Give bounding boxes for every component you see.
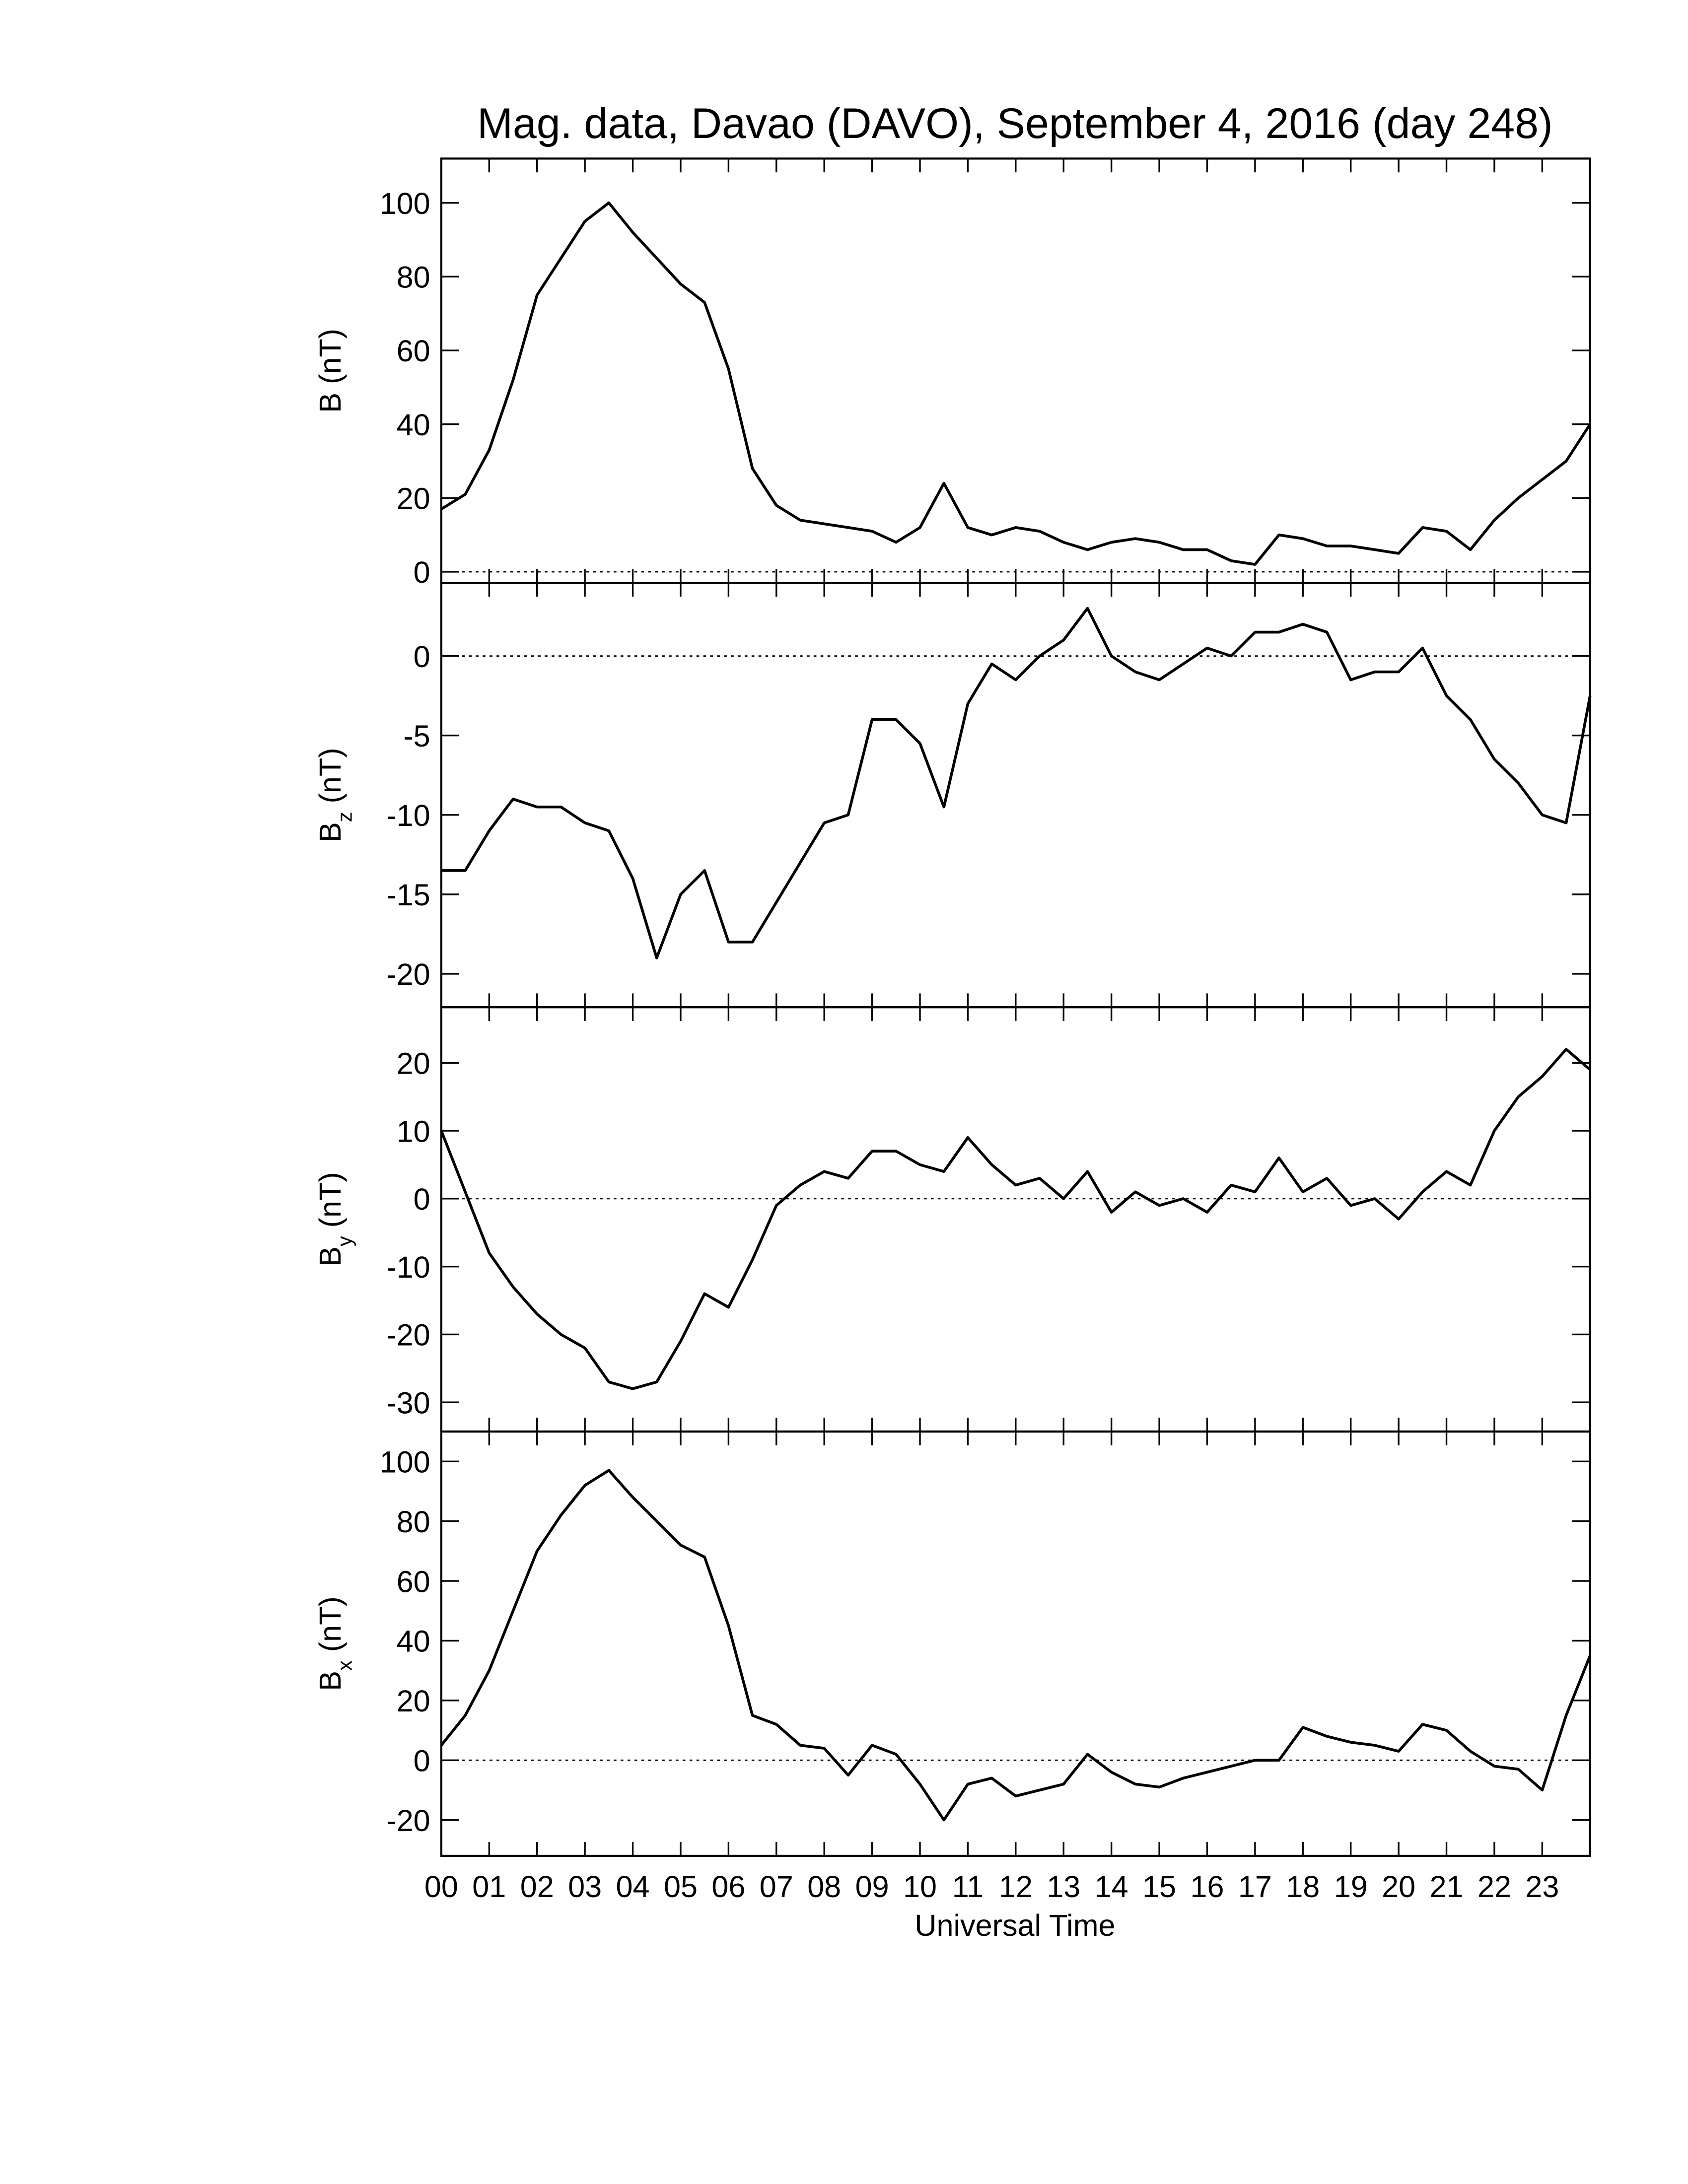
x-tick-label: 14 bbox=[1095, 1870, 1128, 1904]
x-tick-label: 21 bbox=[1430, 1870, 1464, 1904]
x-tick-label: 22 bbox=[1477, 1870, 1511, 1904]
y-tick-label: 80 bbox=[397, 1505, 430, 1539]
x-tick-label: 05 bbox=[664, 1870, 698, 1904]
x-axis-label: Universal Time bbox=[914, 1909, 1115, 1942]
x-tick-label: 02 bbox=[520, 1870, 554, 1904]
y-tick-label: 100 bbox=[380, 187, 430, 220]
x-tick-label: 13 bbox=[1047, 1870, 1080, 1904]
y-label-main: B bbox=[313, 393, 347, 413]
x-tick-label: 06 bbox=[711, 1870, 745, 1904]
x-tick-label: 12 bbox=[999, 1870, 1033, 1904]
y-tick-label: -10 bbox=[386, 1250, 430, 1284]
y-tick-label: -15 bbox=[386, 878, 430, 912]
x-tick-label: 03 bbox=[568, 1870, 602, 1904]
y-label-main: B bbox=[313, 1671, 347, 1691]
plot-frame bbox=[440, 157, 1591, 584]
y-tick-label: 80 bbox=[397, 261, 430, 294]
y-tick-label: 10 bbox=[397, 1114, 430, 1148]
data-line bbox=[441, 607, 1592, 959]
plot-frame bbox=[440, 1430, 1591, 1857]
y-tick-label: 40 bbox=[397, 1625, 430, 1658]
y-tick-label: -30 bbox=[386, 1386, 430, 1420]
y-axis-label: Bx (nT) bbox=[313, 1596, 356, 1691]
data-line bbox=[440, 201, 1592, 566]
y-tick-label: -20 bbox=[386, 1804, 430, 1838]
y-label-unit: (nT) bbox=[313, 329, 347, 384]
y-tick-label: 60 bbox=[397, 334, 430, 368]
y-axis-label: By (nT) bbox=[313, 1172, 356, 1267]
chart-title: Mag. data, Davao (DAVO), September 4, 20… bbox=[477, 100, 1553, 147]
y-axis-label: B (nT) bbox=[313, 329, 347, 413]
x-tick-label: 01 bbox=[472, 1870, 506, 1904]
y-tick-label: -5 bbox=[403, 719, 430, 753]
y-tick-label: 40 bbox=[397, 408, 430, 442]
x-tick-label: 00 bbox=[424, 1870, 458, 1904]
y-label-unit: (nT) bbox=[313, 1596, 347, 1652]
y-label-sub: x bbox=[333, 1660, 356, 1671]
y-label-space bbox=[313, 803, 347, 812]
plot-frame bbox=[440, 582, 1591, 1009]
y-label-main: B bbox=[313, 1246, 347, 1267]
x-tick-label: 17 bbox=[1238, 1870, 1272, 1904]
y-tick-label: -20 bbox=[386, 957, 430, 991]
data-line bbox=[440, 1048, 1591, 1390]
x-tick-label: 11 bbox=[952, 1870, 984, 1904]
y-tick-label: 0 bbox=[414, 640, 430, 674]
x-tick-label: 19 bbox=[1334, 1870, 1368, 1904]
y-tick-label: 20 bbox=[397, 1047, 430, 1081]
y-tick-label: 0 bbox=[414, 1182, 430, 1216]
x-tick-label: 04 bbox=[616, 1870, 650, 1904]
y-tick-label: 20 bbox=[397, 482, 430, 516]
y-label-unit: (nT) bbox=[313, 748, 347, 803]
x-tick-label: 09 bbox=[855, 1870, 889, 1904]
x-tick-label: 23 bbox=[1525, 1870, 1559, 1904]
y-tick-label: 100 bbox=[380, 1445, 430, 1479]
y-label-main: B bbox=[313, 822, 347, 842]
y-label-space bbox=[313, 384, 347, 393]
x-tick-label: 07 bbox=[760, 1870, 793, 1904]
y-label-space bbox=[313, 1652, 347, 1660]
y-tick-label: 20 bbox=[397, 1684, 430, 1718]
y-tick-label: -20 bbox=[386, 1318, 430, 1352]
x-tick-label: 10 bbox=[903, 1870, 937, 1904]
x-tick-label: 16 bbox=[1190, 1870, 1224, 1904]
y-label-space bbox=[313, 1228, 347, 1236]
y-tick-label: 0 bbox=[414, 1744, 430, 1777]
y-tick-label: -10 bbox=[386, 799, 430, 832]
x-tick-label: 18 bbox=[1286, 1870, 1320, 1904]
x-tick-label: 08 bbox=[807, 1870, 841, 1904]
y-label-sub: z bbox=[333, 812, 356, 822]
plot-frame bbox=[440, 1006, 1591, 1433]
x-tick-label: 15 bbox=[1142, 1870, 1176, 1904]
y-axis-label: Bz (nT) bbox=[313, 748, 356, 842]
y-tick-label: 60 bbox=[397, 1565, 430, 1598]
y-label-sub: y bbox=[333, 1236, 356, 1246]
x-tick-label: 20 bbox=[1382, 1870, 1415, 1904]
data-line bbox=[440, 1469, 1592, 1822]
y-label-unit: (nT) bbox=[313, 1172, 347, 1228]
y-tick-label: 0 bbox=[414, 555, 430, 589]
